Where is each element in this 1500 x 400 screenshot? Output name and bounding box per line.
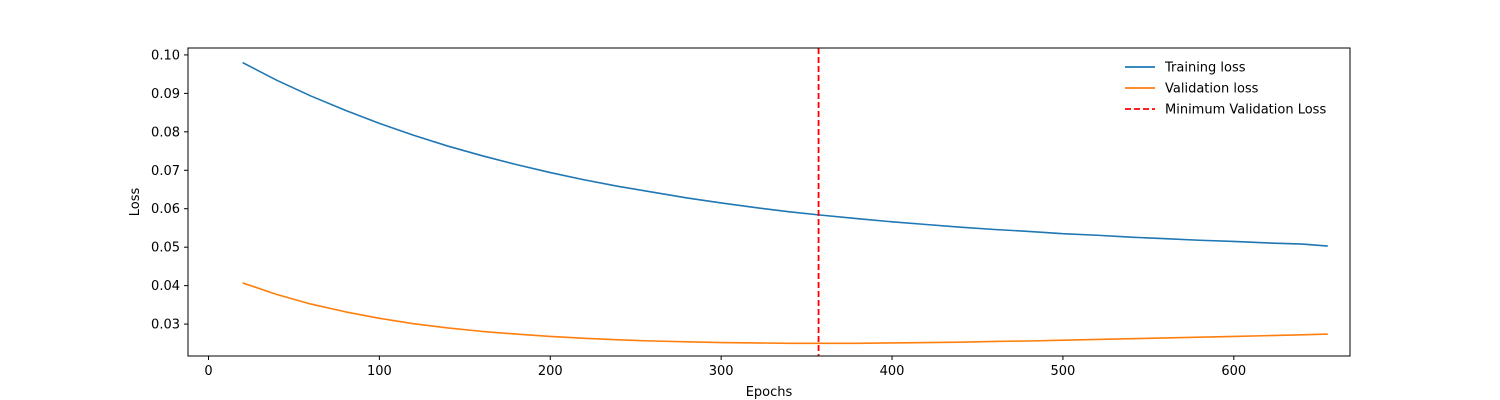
validation-loss-line [242, 282, 1328, 345]
y-tick-label: 0.05 [151, 241, 180, 256]
x-axis: 0 100 200 300 400 500 600 [204, 356, 1246, 379]
legend-label: Training loss [1164, 61, 1246, 76]
x-tick-label: 0 [204, 364, 212, 379]
y-tick-label: 0.03 [151, 318, 180, 333]
x-axis-label: Epochs [746, 385, 793, 400]
y-axis-label: Loss [128, 188, 143, 217]
legend: Training loss Validation loss Minimum Vali… [1125, 61, 1326, 118]
x-tick-label: 400 [880, 364, 905, 379]
y-axis: 0.03 0.04 0.05 0.06 0.07 0.08 0.09 0.10 [151, 48, 188, 333]
y-tick-label: 0.06 [151, 202, 180, 217]
y-tick-label: 0.08 [151, 125, 180, 140]
y-tick-label: 0.07 [151, 164, 180, 179]
x-tick-label: 600 [1221, 364, 1246, 379]
y-tick-label: 0.10 [151, 48, 180, 63]
plot-frame [187, 47, 1351, 357]
y-tick-label: 0.04 [151, 279, 180, 294]
training-loss-line [242, 61, 1328, 247]
x-tick-label: 100 [367, 364, 392, 379]
x-tick-label: 300 [709, 364, 734, 379]
legend-label: Validation loss [1165, 82, 1259, 97]
legend-label: Minimum Validation Loss [1165, 103, 1326, 118]
plot-area [242, 48, 1328, 356]
x-tick-label: 200 [538, 364, 563, 379]
y-tick-label: 0.09 [151, 87, 180, 102]
x-tick-label: 500 [1051, 364, 1076, 379]
